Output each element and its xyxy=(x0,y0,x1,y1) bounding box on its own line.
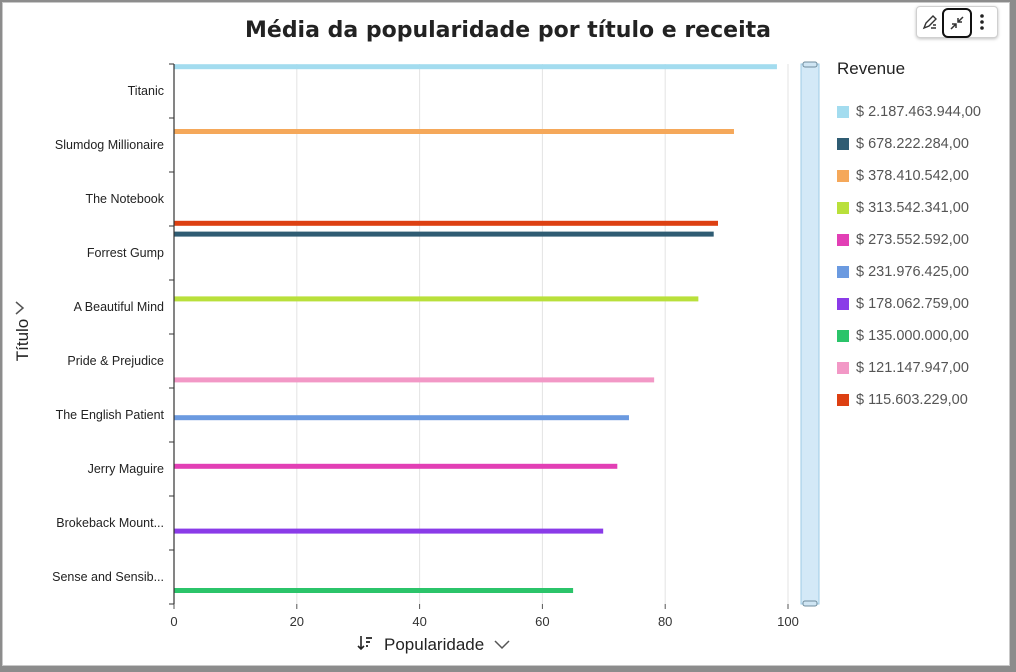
legend-label: $ 313.542.341,00 xyxy=(856,200,969,216)
bar[interactable] xyxy=(174,415,629,421)
scroll-handle-top[interactable] xyxy=(802,61,818,68)
x-tick-label: 0 xyxy=(170,614,177,629)
bar[interactable] xyxy=(174,528,604,534)
x-axis-title[interactable]: Popularidade xyxy=(356,633,510,657)
scroll-bar[interactable] xyxy=(800,61,820,607)
y-tick-label[interactable]: Slumdog Millionaire xyxy=(55,138,164,152)
legend-item[interactable]: $ 273.552.592,00 xyxy=(837,230,969,250)
x-tick-label: 60 xyxy=(535,614,549,629)
sort-descending-icon[interactable] xyxy=(356,634,374,657)
y-tick-label[interactable]: Pride & Prejudice xyxy=(67,354,164,368)
legend-label: $ 378.410.542,00 xyxy=(856,168,969,184)
legend-label: $ 135.000.000,00 xyxy=(856,328,969,344)
legend-item[interactable]: $ 231.976.425,00 xyxy=(837,262,969,282)
scroll-handle-bottom[interactable] xyxy=(802,600,818,607)
chevron-down-icon[interactable] xyxy=(494,637,510,653)
bar[interactable] xyxy=(174,231,714,237)
legend-item[interactable]: $ 678.222.284,00 xyxy=(837,134,969,154)
x-tick-label: 100 xyxy=(777,614,799,629)
y-tick-label[interactable]: A Beautiful Mind xyxy=(74,300,164,314)
y-tick-label[interactable]: Sense and Sensib... xyxy=(52,570,164,584)
legend-item[interactable]: $ 313.542.341,00 xyxy=(837,198,969,218)
y-tick-label[interactable]: Titanic xyxy=(128,84,164,98)
x-tick-label: 80 xyxy=(658,614,672,629)
more-options-icon[interactable] xyxy=(969,9,995,35)
legend-swatch xyxy=(837,394,849,406)
legend-label: $ 678.222.284,00 xyxy=(856,136,969,152)
y-tick-label[interactable]: Forrest Gump xyxy=(87,246,164,260)
y-tick-label[interactable]: The Notebook xyxy=(85,192,164,206)
legend-label: $ 2.187.463.944,00 xyxy=(856,104,981,120)
bar[interactable] xyxy=(174,377,655,383)
legend-swatch xyxy=(837,362,849,374)
chart-title: Média da popularidade por título e recei… xyxy=(245,18,771,43)
y-tick-label[interactable]: Jerry Maguire xyxy=(88,462,164,476)
legend-swatch xyxy=(837,266,849,278)
legend-label: $ 121.147.947,00 xyxy=(856,360,969,376)
y-axis-title[interactable]: Título xyxy=(8,300,38,390)
legend-item[interactable]: $ 378.410.542,00 xyxy=(837,166,969,186)
bar[interactable] xyxy=(174,220,719,226)
legend-swatch xyxy=(837,106,849,118)
bar[interactable] xyxy=(174,588,574,593)
collapse-icon[interactable] xyxy=(942,8,972,38)
legend-item[interactable]: $ 2.187.463.944,00 xyxy=(837,102,981,122)
legend-swatch xyxy=(837,202,849,214)
chevron-right-icon[interactable] xyxy=(14,300,26,321)
y-tick-label[interactable]: The English Patient xyxy=(56,408,165,422)
legend-swatch xyxy=(837,170,849,182)
legend-item[interactable]: $ 115.603.229,00 xyxy=(837,390,968,410)
legend-label: $ 178.062.759,00 xyxy=(856,296,969,312)
visual-toolbar xyxy=(916,6,998,38)
bar[interactable] xyxy=(174,296,699,302)
legend-swatch xyxy=(837,330,849,342)
legend-title: Revenue xyxy=(837,59,906,78)
legend-item[interactable]: $ 135.000.000,00 xyxy=(837,326,969,346)
x-tick-label: 20 xyxy=(290,614,304,629)
legend-swatch xyxy=(837,138,849,150)
legend-label: $ 231.976.425,00 xyxy=(856,264,969,280)
y-tick-label[interactable]: Brokeback Mount... xyxy=(56,516,164,530)
legend-swatch xyxy=(837,298,849,310)
legend-item[interactable]: $ 178.062.759,00 xyxy=(837,294,969,314)
visual-edit-icon[interactable] xyxy=(917,9,943,35)
legend-item[interactable]: $ 121.147.947,00 xyxy=(837,358,969,378)
legend-swatch xyxy=(837,234,849,246)
y-axis-label: Título xyxy=(13,318,32,362)
bar[interactable] xyxy=(174,129,734,134)
legend-label: $ 115.603.229,00 xyxy=(856,392,968,408)
x-axis-label: Popularidade xyxy=(384,635,485,654)
bar[interactable] xyxy=(174,64,777,70)
x-tick-label: 40 xyxy=(412,614,426,629)
legend-label: $ 273.552.592,00 xyxy=(856,232,969,248)
bar[interactable] xyxy=(174,463,618,469)
